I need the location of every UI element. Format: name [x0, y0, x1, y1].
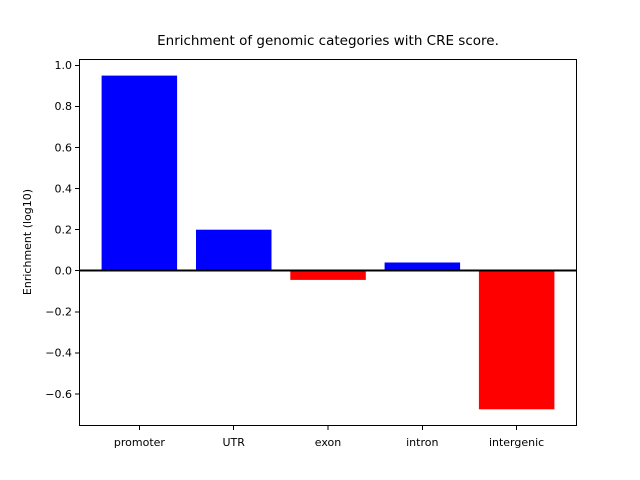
x-tick-label-UTR: UTR	[222, 436, 245, 449]
x-tick-label-exon: exon	[315, 436, 341, 449]
y-tick-label: 0.4	[55, 182, 73, 195]
x-tick-label-promoter: promoter	[114, 436, 166, 449]
y-tick-label: 0.0	[55, 265, 73, 278]
y-tick-label: −0.4	[45, 347, 72, 360]
x-tick-label-intron: intron	[406, 436, 438, 449]
bar-promoter	[101, 75, 178, 271]
x-tick-label-intergenic: intergenic	[489, 436, 544, 449]
bar-UTR	[196, 229, 272, 271]
axes-frame	[79, 59, 577, 426]
chart-title: Enrichment of genomic categories with CR…	[157, 33, 499, 49]
bar-exon	[290, 270, 366, 280]
bar-intron	[384, 262, 461, 271]
y-tick-label: 0.8	[55, 100, 73, 113]
y-tick-label: 0.2	[55, 224, 73, 237]
y-tick-label: 1.0	[55, 59, 73, 72]
y-tick-label: −0.6	[45, 388, 72, 401]
y-tick-label: 0.6	[55, 141, 73, 154]
bar-intergenic	[478, 270, 555, 410]
y-axis-label: Enrichment (log10)	[21, 188, 34, 296]
y-tick-label: −0.2	[45, 306, 72, 319]
